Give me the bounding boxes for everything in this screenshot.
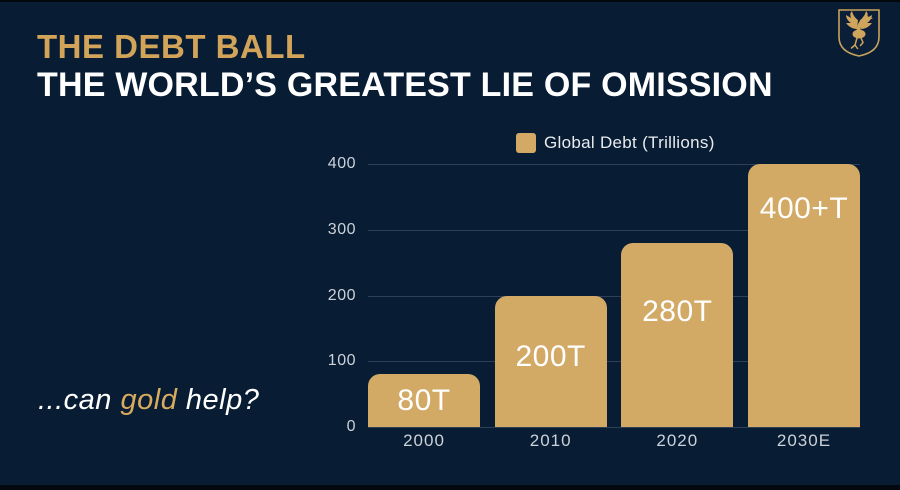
- caption-gold-word: gold: [120, 384, 178, 416]
- legend-swatch: [516, 133, 536, 153]
- x-tick-label-2000: 2000: [403, 431, 445, 450]
- y-axis: 0 100 200 300 400: [312, 155, 356, 435]
- top-edge-strip: [0, 0, 900, 2]
- plot-area: 80T 200T 280T 400+T: [368, 164, 860, 428]
- bar-value-label-2000: 80T: [397, 384, 451, 418]
- x-tick-label-2030E: 2030E: [776, 431, 832, 450]
- bar-group: 80T 200T 280T 400+T: [368, 164, 860, 427]
- caption-text: ...can gold help?: [38, 384, 259, 417]
- caption-suffix: help?: [177, 384, 260, 416]
- gridline-200: [368, 295, 860, 297]
- y-tick-label-400: 400: [327, 155, 356, 172]
- caption-prefix: ...can: [38, 384, 121, 416]
- gridline-0: [368, 427, 860, 428]
- bar-2020: 280T: [621, 242, 734, 427]
- bar-value-label-2020: 280T: [642, 294, 713, 328]
- chart-legend: Global Debt (Trillions): [516, 132, 715, 154]
- slide-subtitle: THE WORLD’S GREATEST LIE OF OMISSION: [37, 66, 773, 104]
- x-axis: 2000 2010 2020 2030E: [368, 431, 860, 451]
- y-tick-label-0: 0: [346, 418, 356, 435]
- bar-2010: 200T: [494, 295, 607, 427]
- gridline-100: [368, 361, 860, 363]
- bar-value-label-2030E: 400+T: [759, 192, 849, 225]
- gridline-400: [368, 164, 860, 165]
- gridline-300: [368, 229, 860, 231]
- crane-shield-logo-icon: [838, 9, 880, 57]
- bar-2030E: 400+T: [747, 164, 860, 427]
- bottom-edge-strip: [0, 485, 900, 490]
- y-tick-label-300: 300: [327, 220, 356, 238]
- y-tick-label-100: 100: [327, 352, 356, 370]
- bar-value-label-2010: 200T: [515, 339, 586, 373]
- slide-title: THE DEBT BALL: [37, 28, 306, 65]
- x-tick-label-2020: 2020: [656, 431, 699, 450]
- legend-label: Global Debt (Trillions): [544, 133, 715, 152]
- x-tick-label-2010: 2010: [529, 431, 572, 450]
- bar-2000: 80T: [368, 374, 480, 427]
- y-tick-label-200: 200: [327, 286, 356, 304]
